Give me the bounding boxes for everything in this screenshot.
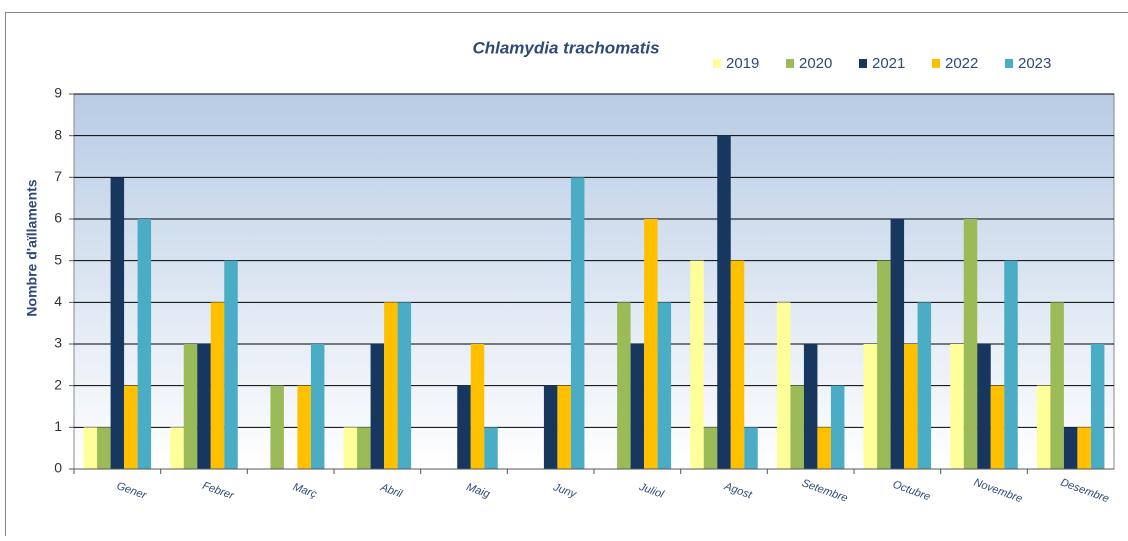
bar bbox=[817, 427, 831, 469]
y-tick-label: 7 bbox=[54, 168, 62, 184]
y-tick-label: 1 bbox=[54, 418, 62, 434]
bar bbox=[777, 302, 791, 469]
y-tick-label: 8 bbox=[54, 126, 62, 142]
bar bbox=[964, 219, 978, 469]
bar bbox=[631, 344, 645, 469]
bar bbox=[690, 261, 704, 469]
bar bbox=[97, 427, 111, 469]
bar bbox=[1037, 386, 1051, 469]
bar bbox=[571, 177, 585, 469]
legend-label: 2020 bbox=[799, 55, 832, 72]
bar bbox=[270, 386, 284, 469]
bar bbox=[658, 302, 672, 469]
bar bbox=[124, 386, 138, 469]
bar bbox=[864, 344, 878, 469]
bar bbox=[717, 136, 731, 469]
bar bbox=[891, 219, 905, 469]
bar bbox=[731, 261, 745, 469]
bar bbox=[111, 177, 125, 469]
legend-swatch bbox=[713, 59, 721, 68]
bar bbox=[170, 427, 184, 469]
bar bbox=[197, 344, 211, 469]
bar bbox=[544, 386, 558, 469]
bar bbox=[224, 261, 238, 469]
legend-swatch bbox=[786, 59, 794, 68]
bar bbox=[804, 344, 818, 469]
bar bbox=[398, 302, 412, 469]
bar bbox=[1077, 427, 1091, 469]
legend-swatch bbox=[859, 59, 867, 68]
y-tick-label: 9 bbox=[54, 85, 62, 101]
bar bbox=[297, 386, 311, 469]
y-tick-label: 5 bbox=[54, 251, 62, 267]
bar bbox=[831, 386, 845, 469]
bar bbox=[184, 344, 198, 469]
bar bbox=[904, 344, 918, 469]
y-tick-label: 6 bbox=[54, 210, 62, 226]
bar bbox=[1004, 261, 1018, 469]
bar bbox=[918, 302, 932, 469]
bar bbox=[617, 302, 631, 469]
bar bbox=[211, 302, 225, 469]
bar bbox=[1050, 302, 1064, 469]
bar bbox=[790, 386, 804, 469]
y-tick-label: 3 bbox=[54, 335, 62, 351]
chart-title: Chlamydia trachomatis bbox=[472, 38, 659, 57]
bar bbox=[977, 344, 991, 469]
bar bbox=[1091, 344, 1105, 469]
bar bbox=[457, 386, 471, 469]
bar bbox=[371, 344, 385, 469]
y-tick-label: 2 bbox=[54, 376, 62, 392]
legend-label: 2022 bbox=[945, 55, 978, 72]
bar bbox=[1064, 427, 1078, 469]
bar bbox=[557, 386, 571, 469]
bar bbox=[484, 427, 498, 469]
bar bbox=[471, 344, 485, 469]
y-tick-label: 4 bbox=[54, 293, 62, 309]
bar bbox=[138, 219, 152, 469]
y-axis-label: Nombre d'aïllaments bbox=[24, 179, 40, 316]
bar bbox=[991, 386, 1005, 469]
bar bbox=[744, 427, 758, 469]
legend-swatch bbox=[1005, 59, 1013, 68]
legend-label: 2019 bbox=[726, 55, 759, 72]
bar bbox=[644, 219, 658, 469]
y-tick-label: 0 bbox=[54, 460, 62, 476]
bar bbox=[311, 344, 325, 469]
bar bbox=[344, 427, 358, 469]
legend-label: 2021 bbox=[872, 55, 905, 72]
bar bbox=[950, 344, 964, 469]
bar bbox=[357, 427, 371, 469]
bar bbox=[84, 427, 98, 469]
bar bbox=[384, 302, 398, 469]
legend-swatch bbox=[932, 59, 940, 68]
bar bbox=[704, 427, 718, 469]
legend-label: 2023 bbox=[1018, 55, 1051, 72]
bar bbox=[877, 261, 891, 469]
